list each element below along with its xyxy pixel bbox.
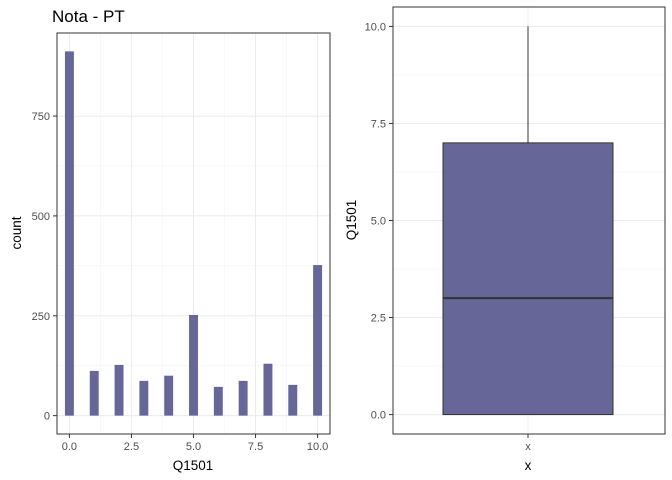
histogram-bar: [189, 314, 198, 416]
histogram-y-axis-title: count: [9, 216, 24, 249]
histogram-bar: [313, 265, 323, 416]
histogram-y-tick-label: 500: [32, 211, 50, 223]
histogram-bar: [114, 364, 124, 416]
histogram-x-tick-label: 0.0: [62, 441, 77, 453]
histogram-x-tick-label: 2.5: [124, 441, 139, 453]
histogram-y-ticks: 0 250 500 750: [32, 111, 57, 423]
histogram-bar: [89, 370, 99, 416]
histogram-bar: [238, 380, 248, 416]
boxplot-x-tick-label: x: [525, 441, 531, 453]
boxplot-box: [442, 142, 614, 416]
histogram-bar: [213, 386, 223, 416]
histogram-bar: [288, 384, 298, 416]
histogram-bar: [64, 51, 74, 416]
histogram-x-tick-label: 7.5: [248, 441, 263, 453]
histogram-bar: [164, 375, 174, 416]
histogram-x-axis-title: Q1501: [173, 458, 214, 473]
histogram-x-tick-label: 5.0: [186, 441, 201, 453]
histogram-y-tick-label: 0: [44, 411, 50, 423]
histogram-bar: [139, 380, 149, 416]
histogram-bar: [263, 363, 273, 416]
histogram-y-tick-label: 750: [32, 111, 50, 123]
boxplot-x-axis-title: x: [525, 458, 532, 473]
histogram-x-ticks: 0.0 2.5 5.0 7.5 10.0: [62, 434, 328, 453]
histogram-x-tick-label: 10.0: [307, 441, 328, 453]
histogram-y-tick-label: 250: [32, 311, 50, 323]
histogram-bars: [64, 51, 323, 416]
boxplot-y-tick-label: 5.0: [371, 216, 386, 228]
boxplot-y-tick-label: 2.5: [371, 313, 386, 325]
boxplot-y-tick-label: 7.5: [371, 118, 386, 130]
boxplot-y-tick-label: 0.0: [371, 410, 386, 422]
boxplot-y-tick-label: 10.0: [365, 21, 386, 33]
boxplot-shape: [442, 26, 614, 416]
histogram-title: Nota - PT: [52, 7, 125, 26]
boxplot-y-ticks: 0.0 2.5 5.0 7.5 10.0: [365, 21, 393, 422]
boxplot-y-axis-title: Q1501: [344, 200, 359, 241]
